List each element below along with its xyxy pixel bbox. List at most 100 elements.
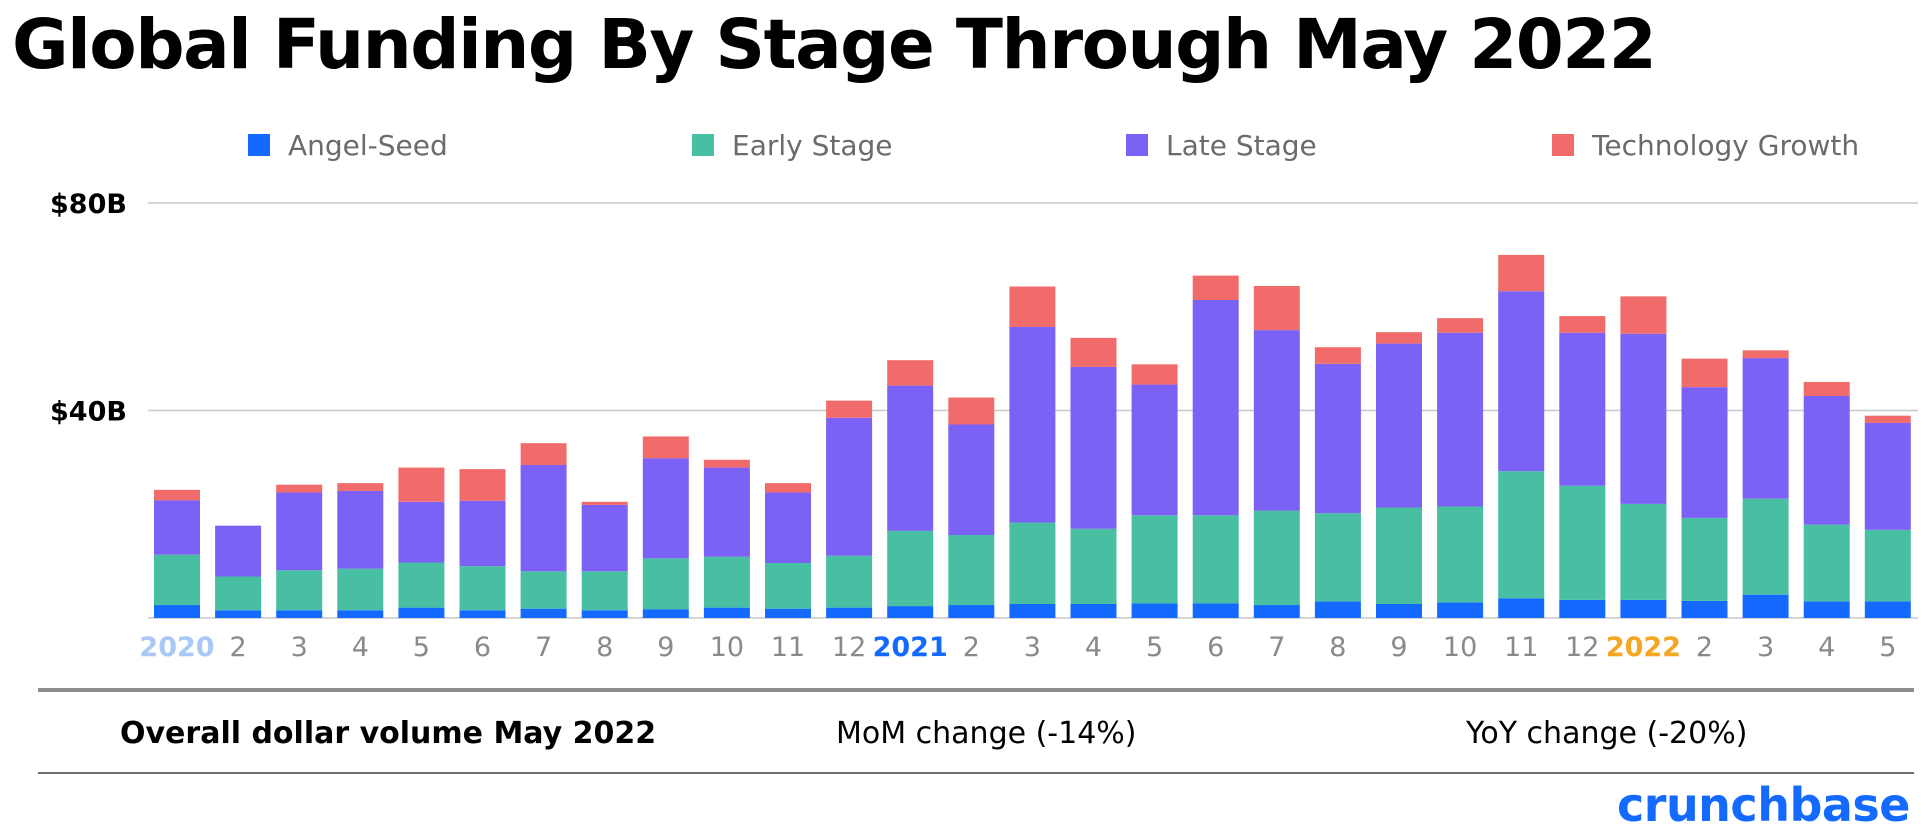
bar-segment-angel-seed — [1070, 603, 1117, 618]
bar-segment-technology-growth — [1070, 337, 1117, 367]
x-tick-label: 12 — [1565, 632, 1599, 663]
bar-segment-early-stage — [1192, 515, 1239, 604]
bar-segment-early-stage — [337, 568, 384, 611]
bar-segment-technology-growth — [1742, 350, 1789, 359]
bar-segment-late-stage — [1376, 343, 1422, 508]
bar-segment-technology-growth — [887, 360, 934, 386]
bar-segment-angel-seed — [581, 610, 628, 618]
x-tick-label: 2 — [1696, 632, 1713, 663]
x-tick-label: 2 — [963, 632, 980, 663]
legend-swatch-3 — [1552, 134, 1574, 156]
bar-segment-early-stage — [398, 562, 445, 608]
bar-segment-technology-growth — [1437, 318, 1484, 333]
bar-segment-late-stage — [154, 500, 200, 555]
bar-segment-technology-growth — [703, 459, 750, 468]
bar-segment-technology-growth — [1192, 275, 1239, 301]
bar-segment-early-stage — [1742, 498, 1789, 595]
chart-title: Global Funding By Stage Through May 2022 — [12, 5, 1657, 85]
bar-segment-early-stage — [1559, 485, 1606, 600]
bar-segment-early-stage — [1253, 510, 1300, 606]
bar-segment-technology-growth — [1803, 381, 1850, 396]
bar-segment-early-stage — [459, 566, 506, 611]
bar-segment-angel-seed — [1803, 601, 1850, 618]
bar-segment-early-stage — [1803, 524, 1850, 602]
bar-segment-technology-growth — [276, 484, 323, 493]
bar-segment-late-stage — [520, 464, 567, 572]
bar-segment-angel-seed — [337, 610, 384, 618]
bar-segment-late-stage — [1620, 333, 1667, 504]
y-tick-label: $40B — [50, 397, 127, 428]
bar-segment-technology-growth — [1009, 286, 1056, 327]
bar-segment-technology-growth — [1376, 332, 1422, 344]
x-tick-label: 4 — [352, 632, 369, 663]
bar-segment-angel-seed — [520, 608, 567, 618]
bar-segment-early-stage — [1864, 529, 1911, 602]
bar-segment-late-stage — [1437, 332, 1484, 507]
bar-segment-angel-seed — [948, 605, 995, 618]
bar-segment-early-stage — [1681, 517, 1728, 601]
bar-segment-late-stage — [1253, 330, 1300, 511]
bar-segment-technology-growth — [1498, 254, 1545, 292]
legend-swatch-0 — [248, 134, 270, 156]
overall-volume-label: Overall dollar volume May 2022 — [120, 716, 657, 751]
bar-segment-angel-seed — [1620, 599, 1667, 618]
x-tick-label: 7 — [535, 632, 552, 663]
legend-swatch-1 — [692, 134, 714, 156]
bar-segment-angel-seed — [703, 607, 750, 618]
x-tick-label: 5 — [1879, 632, 1896, 663]
x-tick-label: 8 — [596, 632, 613, 663]
bar-segment-technology-growth — [1620, 296, 1667, 334]
bar-segment-angel-seed — [1559, 599, 1606, 618]
bar-segment-early-stage — [1009, 522, 1056, 604]
crunchbase-logo: crunchbase — [1616, 778, 1911, 832]
bar-segment-technology-growth — [154, 489, 200, 501]
legend-label-2: Late Stage — [1166, 129, 1317, 162]
bar-segment-late-stage — [887, 385, 934, 531]
bar-segment-angel-seed — [826, 607, 873, 618]
x-tick-label: 6 — [1207, 632, 1224, 663]
bar-segment-late-stage — [826, 417, 873, 556]
x-tick-label: 11 — [771, 632, 805, 663]
bar-segment-early-stage — [642, 558, 689, 610]
bar-segment-technology-growth — [581, 501, 628, 505]
bar-segment-angel-seed — [215, 610, 262, 618]
bar-segment-late-stage — [1681, 387, 1728, 518]
bar-segment-early-stage — [1314, 513, 1361, 602]
x-tick-label: 2020 — [139, 632, 214, 663]
bar-segment-late-stage — [642, 458, 689, 559]
x-tick-label: 12 — [832, 632, 866, 663]
bar-segment-early-stage — [1131, 515, 1178, 604]
x-tick-label: 10 — [710, 632, 744, 663]
bar-segment-late-stage — [765, 492, 811, 564]
bar-segment-angel-seed — [642, 609, 689, 618]
legend-label-1: Early Stage — [732, 129, 893, 162]
summary-bar: Overall dollar volume May 2022 MoM chang… — [38, 688, 1914, 774]
x-tick-label: 2 — [230, 632, 247, 663]
bar-segment-angel-seed — [887, 606, 934, 618]
bar-segment-late-stage — [1559, 332, 1606, 486]
x-tick-label: 3 — [1757, 632, 1774, 663]
x-tick-label: 5 — [413, 632, 430, 663]
bar-segment-early-stage — [887, 530, 934, 607]
bar-segment-late-stage — [1864, 422, 1911, 530]
x-tick-label: 4 — [1085, 632, 1102, 663]
bar-segment-late-stage — [1009, 326, 1056, 523]
bar-segment-angel-seed — [765, 608, 811, 618]
legend: Angel-Seed Early Stage Late Stage Technolog… — [248, 129, 1859, 162]
bar-segment-late-stage — [1742, 358, 1789, 499]
bar-segment-angel-seed — [1437, 602, 1484, 618]
x-tick-label: 11 — [1504, 632, 1538, 663]
bar-segment-early-stage — [1376, 507, 1422, 604]
bar-segment-early-stage — [154, 554, 200, 606]
bar-segment-technology-growth — [1253, 286, 1300, 331]
bar-segment-technology-growth — [642, 436, 689, 459]
bar-segment-technology-growth — [765, 483, 811, 493]
legend-swatch-2 — [1126, 134, 1148, 156]
bar-segment-technology-growth — [459, 469, 506, 501]
bar-segment-angel-seed — [154, 605, 200, 618]
x-tick-label: 5 — [1146, 632, 1163, 663]
bar-segment-angel-seed — [1742, 594, 1789, 618]
bar-segment-angel-seed — [1192, 603, 1239, 618]
x-tick-label: 3 — [1024, 632, 1041, 663]
bar-segment-technology-growth — [1864, 415, 1911, 423]
